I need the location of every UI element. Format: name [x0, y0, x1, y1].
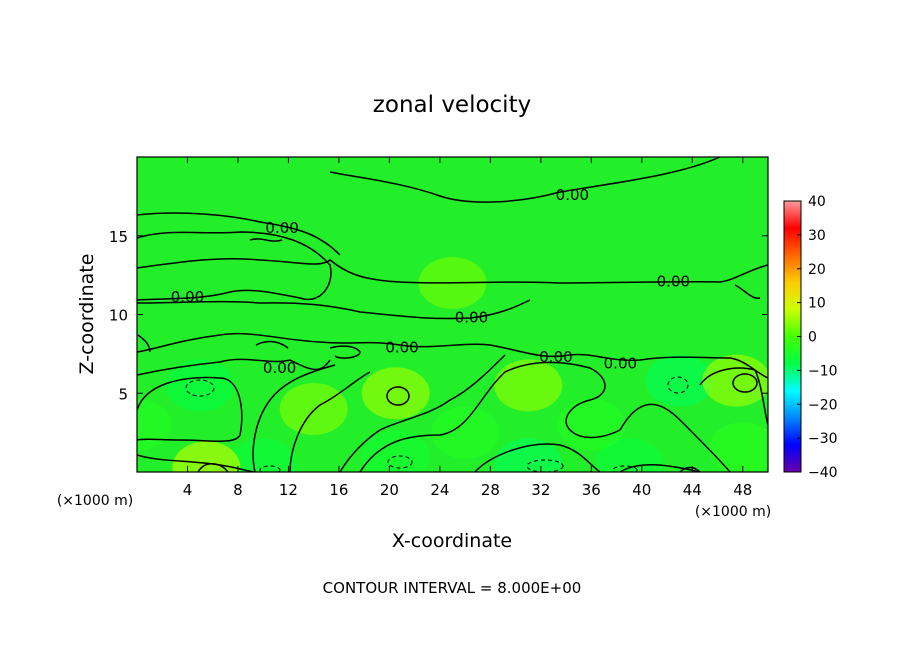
x-tick-label: 12 — [279, 481, 298, 499]
contour-line — [249, 238, 283, 242]
contour-line — [359, 361, 621, 472]
velocity-cell — [361, 430, 430, 472]
contour-line — [387, 455, 413, 469]
colorbar-ticks: 40 30 20 10 0 −10 −20 −30 −40 — [797, 194, 838, 481]
velocity-cell — [166, 359, 235, 412]
contour-line — [526, 459, 564, 472]
x-tick-label: 40 — [632, 481, 651, 499]
velocity-cell — [494, 359, 563, 412]
contour-line — [255, 340, 289, 349]
x-tick-label: 20 — [380, 481, 399, 499]
x-axis: 4 8 12 16 20 24 28 32 36 40 44 48 — [183, 157, 752, 499]
contour-line — [734, 284, 761, 299]
contour-label: 0.00 — [539, 348, 572, 366]
x-tick-label: 48 — [733, 481, 752, 499]
velocity-cell — [172, 441, 241, 472]
contour-line — [679, 466, 701, 472]
velocity-cell — [361, 367, 430, 420]
contour-label: 0.00 — [263, 359, 296, 377]
contour-line — [667, 376, 689, 394]
velocity-cell — [431, 406, 500, 459]
colorbar-tick-label: −20 — [808, 397, 838, 413]
velocity-cell — [137, 398, 171, 451]
x-axis-label: X-coordinate — [392, 530, 512, 552]
velocity-cell — [595, 438, 664, 472]
velocity-cell — [708, 422, 768, 472]
x-tick-label: 28 — [481, 481, 500, 499]
contour-line — [612, 465, 638, 472]
colorbar-tick-label: 10 — [808, 296, 826, 312]
contour-lines-negative — [185, 376, 689, 472]
x-tick-label: 24 — [430, 481, 449, 499]
velocity-cell — [494, 438, 563, 472]
contour-line — [137, 334, 151, 353]
colorbar-tick-label: 30 — [808, 228, 826, 244]
contour-line — [339, 354, 506, 472]
x-tick-label: 16 — [329, 481, 348, 499]
contour-line — [329, 345, 361, 359]
velocity-cell — [702, 354, 768, 407]
contour-line — [619, 403, 731, 472]
y-axis: 5 10 15 — [109, 228, 768, 403]
contour-line — [137, 376, 243, 442]
colorbar-tick-label: 20 — [808, 262, 826, 278]
contour-line — [732, 373, 758, 393]
velocity-field — [137, 257, 768, 472]
colorbar-tick-label: 0 — [808, 330, 817, 346]
velocity-cell — [229, 438, 298, 472]
contour-label: 0.00 — [455, 309, 488, 327]
contour-lines — [137, 157, 768, 472]
colorbar-tick-label: −40 — [808, 465, 838, 481]
contour-line — [259, 465, 281, 472]
x-unit-right: (×1000 m) — [695, 504, 771, 520]
velocity-cell — [557, 398, 626, 451]
contour-line — [252, 364, 336, 472]
y-tick-label: 10 — [109, 307, 128, 325]
contour-line — [137, 332, 768, 379]
x-tick-label: 4 — [183, 481, 193, 499]
contour-line — [137, 358, 331, 376]
x-tick-label: 44 — [683, 481, 702, 499]
contour-label: 0.00 — [604, 354, 637, 372]
plot-area: 0.00 0.00 0.00 0.00 0.00 0.00 0.00 0.00 0.00 — [137, 157, 768, 472]
y-axis-label: Z-coordinate — [76, 254, 98, 375]
contour-labels: 0.00 0.00 0.00 0.00 0.00 0.00 0.00 0.00 0.00 — [171, 186, 690, 377]
contour-line — [699, 367, 768, 426]
x-tick-label: 32 — [531, 481, 550, 499]
colorbar-tick-label: −10 — [808, 363, 838, 379]
velocity-cell — [645, 354, 714, 407]
contour-line — [137, 299, 531, 320]
colorbar-tick-label: −30 — [808, 431, 838, 447]
y-tick-label: 5 — [118, 385, 128, 403]
contour-line — [289, 371, 371, 472]
contour-line — [474, 443, 601, 472]
contour-line — [386, 386, 410, 406]
chart-title: zonal velocity — [373, 92, 531, 118]
contour-line — [137, 257, 768, 284]
contour-interval-note: CONTOUR INTERVAL = 8.000E+00 — [323, 579, 582, 597]
velocity-cell — [279, 383, 348, 435]
x-tick-label: 8 — [233, 481, 243, 499]
contour-label: 0.00 — [171, 288, 204, 306]
contour-line — [619, 464, 701, 472]
contour-label: 0.00 — [556, 186, 589, 204]
y-tick-label: 15 — [109, 228, 128, 246]
colorbar-tick-label: 40 — [808, 194, 826, 210]
contour-label: 0.00 — [385, 339, 418, 357]
contour-line — [185, 379, 215, 397]
contour-line — [137, 231, 332, 301]
x-unit-left: (×1000 m) — [57, 493, 133, 509]
contour-line — [329, 157, 721, 203]
contour-label: 0.00 — [657, 272, 690, 290]
contour-line — [137, 212, 341, 256]
contour-line — [197, 463, 229, 472]
x-tick-label: 36 — [582, 481, 601, 499]
contour-label: 0.00 — [265, 219, 298, 237]
